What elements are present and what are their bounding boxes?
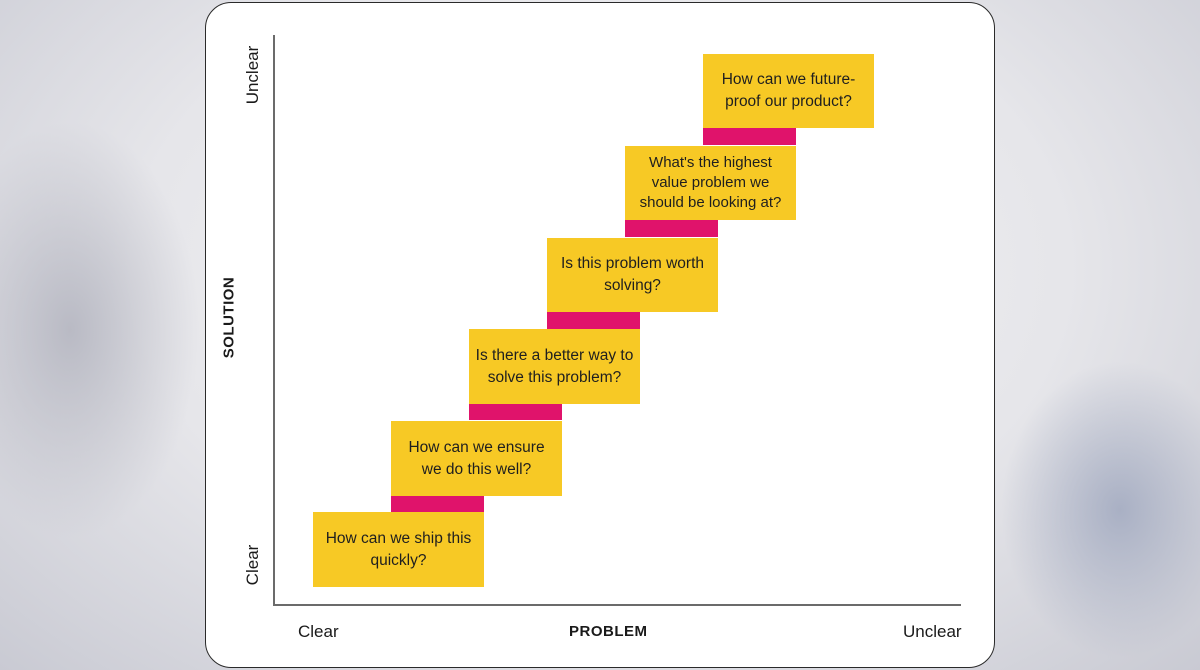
step-connector xyxy=(469,403,562,420)
y-axis-line xyxy=(273,35,275,606)
step-connector xyxy=(703,128,796,145)
x-axis-high-label: Unclear xyxy=(903,622,962,641)
y-axis-high-label: Unclear xyxy=(243,45,262,105)
background-blur-right xyxy=(1000,360,1200,660)
sticky-note-5: What's the highest value problem we shou… xyxy=(625,146,796,220)
step-connector xyxy=(625,220,718,237)
step-connector xyxy=(391,495,484,512)
step-connector xyxy=(547,312,640,329)
x-axis-low-label: Clear xyxy=(298,622,339,641)
sticky-note-6: How can we future-proof our product? xyxy=(703,54,874,128)
sticky-note-4: Is this problem worth solving? xyxy=(547,238,718,312)
background-blur-left xyxy=(0,120,200,540)
sticky-note-2: How can we ensure we do this well? xyxy=(391,421,562,496)
x-axis-title: PROBLEM xyxy=(569,623,648,640)
diagram-card: Unclear SOLUTION Clear Clear PROBLEM Unc… xyxy=(205,2,995,668)
sticky-note-1: How can we ship this quickly? xyxy=(313,512,484,587)
y-axis-low-label: Clear xyxy=(243,544,262,586)
x-axis-line xyxy=(273,604,961,606)
sticky-note-3: Is there a better way to solve this prob… xyxy=(469,329,640,404)
y-axis-title: SOLUTION xyxy=(220,276,238,359)
